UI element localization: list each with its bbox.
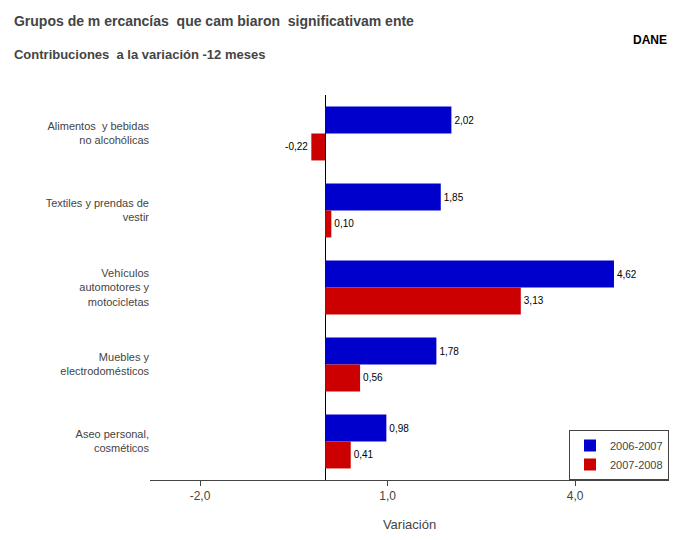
svg-text:0,98: 0,98 [389, 423, 409, 434]
svg-text:Variación: Variación [383, 517, 436, 532]
svg-text:0,56: 0,56 [363, 372, 383, 383]
svg-text:Muebles yelectrodomésticos: Muebles yelectrodomésticos [60, 351, 149, 377]
svg-text:1,85: 1,85 [444, 192, 464, 203]
svg-text:1,78: 1,78 [439, 346, 459, 357]
svg-text:DANE: DANE [633, 33, 667, 47]
svg-text:-0,22: -0,22 [285, 141, 308, 152]
svg-text:Textiles y prendas devestir: Textiles y prendas devestir [46, 197, 150, 223]
svg-text:Vehículosautomotores ymotocicl: Vehículosautomotores ymotocicletas [79, 267, 149, 308]
svg-text:Grupos de m ercancías que cam: Grupos de m ercancías que cam biaron sig… [14, 13, 414, 29]
svg-text:Aseo personal,cosméticos: Aseo personal,cosméticos [76, 428, 150, 454]
svg-text:1,0: 1,0 [379, 489, 396, 503]
svg-text:0,10: 0,10 [334, 218, 354, 229]
svg-text:0,41: 0,41 [354, 449, 374, 460]
svg-text:4,62: 4,62 [617, 269, 637, 280]
svg-text:2006-2007: 2006-2007 [610, 440, 663, 452]
svg-text:Contribuciones a la variación: Contribuciones a la variación -12 meses [14, 47, 265, 62]
svg-text:-2,0: -2,0 [190, 489, 211, 503]
svg-text:2,02: 2,02 [454, 115, 474, 126]
svg-text:4,0: 4,0 [567, 489, 584, 503]
svg-text:Alimentos y bebidasno alcohól: Alimentos y bebidasno alcohólicas [48, 120, 150, 146]
svg-text:2007-2008: 2007-2008 [610, 459, 663, 471]
svg-text:3,13: 3,13 [524, 295, 544, 306]
